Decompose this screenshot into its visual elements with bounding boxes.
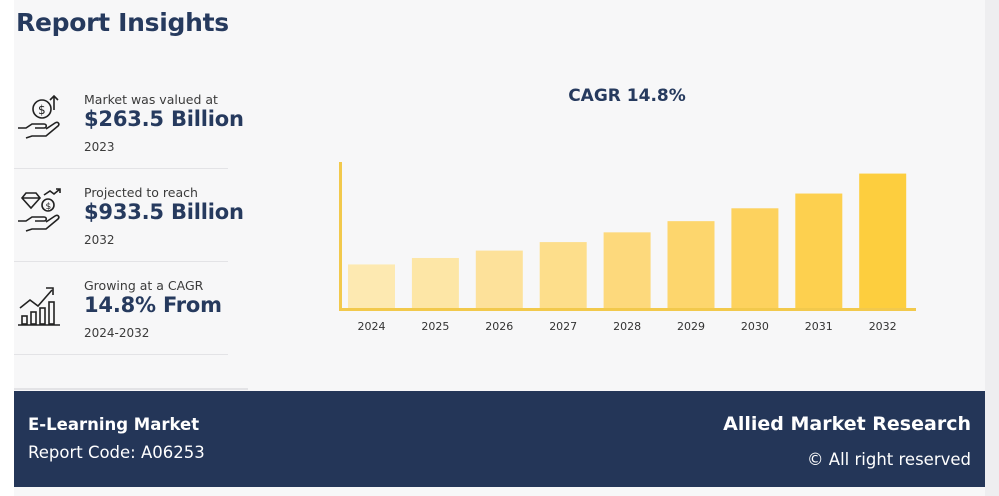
- chart-title: CAGR 14.8%: [568, 86, 686, 106]
- diamond-hand-icon: $: [16, 187, 64, 235]
- x-tick-label: 2030: [741, 320, 769, 333]
- bar-2029: [667, 221, 715, 308]
- stat-value: $933.5 Billion: [84, 200, 244, 224]
- bar-2028: [603, 232, 651, 308]
- x-tick-label: 2027: [549, 320, 577, 333]
- x-axis-line: [339, 308, 916, 311]
- footer: E-Learning Market Report Code: A06253 Al…: [14, 391, 985, 487]
- report-code: Report Code: A06253: [28, 443, 205, 462]
- stat-label: Projected to reach: [84, 185, 198, 200]
- bar-2025: [411, 257, 459, 308]
- x-tick-label: 2031: [805, 320, 833, 333]
- stat-year: 2023: [84, 140, 115, 154]
- growth-chart-icon: [16, 280, 64, 328]
- stat-market-value: $ Market was valued at $263.5 Billion 20…: [14, 76, 244, 169]
- x-tick-label: 2025: [421, 320, 449, 333]
- stat-year: 2032: [84, 233, 115, 247]
- page-title: Report Insights: [16, 8, 229, 37]
- x-tick-label: 2032: [869, 320, 897, 333]
- bar-2024: [348, 264, 395, 308]
- svg-text:$: $: [46, 202, 52, 212]
- money-hand-icon: $: [16, 94, 64, 142]
- x-tick-label: 2024: [358, 320, 386, 333]
- x-tick-label: 2029: [677, 320, 705, 333]
- x-tick-label: 2028: [613, 320, 641, 333]
- stat-value: $263.5 Billion: [84, 107, 244, 131]
- bar-2030: [731, 208, 779, 308]
- stat-year: 2024-2032: [84, 326, 150, 340]
- bar-2032: [859, 173, 907, 308]
- bar-2031: [795, 193, 843, 308]
- page-edge: [985, 0, 999, 496]
- y-axis-line: [339, 162, 342, 308]
- brand-name: Allied Market Research: [723, 413, 971, 435]
- stat-label: Market was valued at: [84, 92, 218, 107]
- bar-2026: [475, 250, 523, 308]
- divider: [14, 388, 248, 390]
- market-name: E-Learning Market: [28, 415, 200, 434]
- copyright: © All right reserved: [807, 450, 971, 469]
- svg-text:$: $: [38, 103, 46, 117]
- bar-chart: 2024 2025 2026 2027 2028 2029 2030 2031 2032: [339, 162, 916, 333]
- stat-projected-value: $ Projected to reach $933.5 Billion 2032: [14, 169, 244, 262]
- stat-value: 14.8% From: [84, 293, 222, 317]
- stat-cagr: Growing at a CAGR 14.8% From 2024-2032: [14, 262, 228, 355]
- stat-label: Growing at a CAGR: [84, 278, 204, 293]
- bar-2027: [539, 242, 587, 308]
- x-tick-label: 2026: [485, 320, 513, 333]
